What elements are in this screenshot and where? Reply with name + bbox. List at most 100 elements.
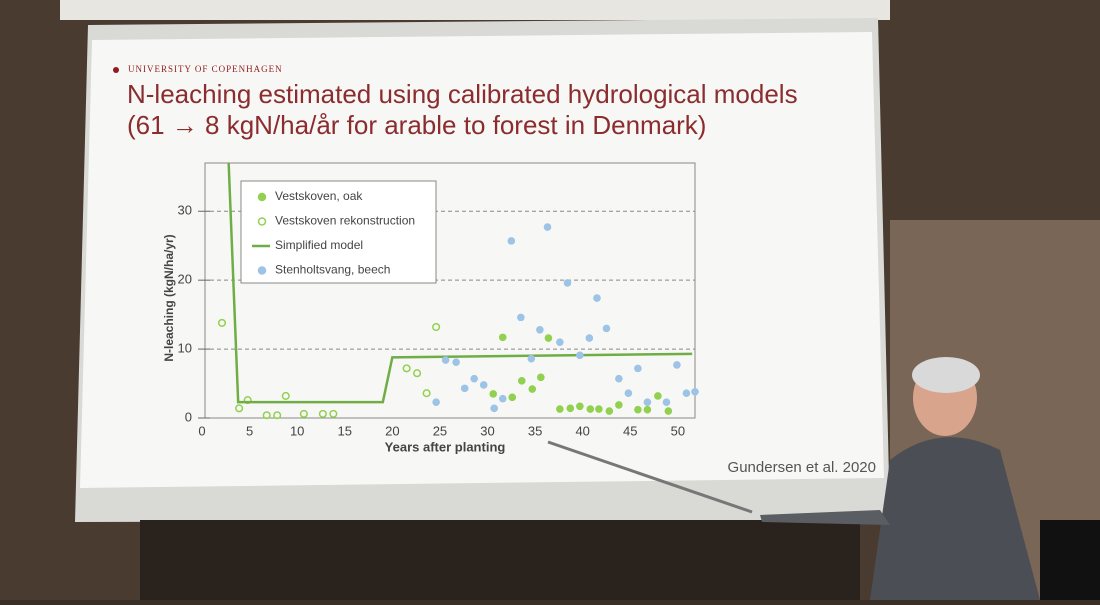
data-point	[654, 392, 662, 400]
data-point	[634, 405, 642, 414]
x-axis-label: Years after planting	[385, 439, 506, 454]
stage	[140, 520, 860, 600]
y-tick-label: 20	[178, 272, 192, 287]
legend-label: Simplified model	[275, 238, 363, 252]
person-arm	[760, 510, 890, 525]
data-point	[517, 313, 525, 322]
data-point	[593, 294, 601, 302]
y-axis-label: N-leaching (kgN/ha/yr)	[162, 234, 176, 361]
x-tick-label: 35	[528, 423, 542, 438]
data-point	[217, 318, 227, 327]
data-point	[432, 398, 440, 406]
data-point	[586, 405, 595, 413]
data-point	[470, 374, 478, 383]
monitor	[1040, 520, 1100, 600]
data-point	[281, 391, 290, 400]
x-tick-label: 15	[338, 423, 352, 438]
data-point	[556, 338, 564, 346]
data-point	[615, 374, 623, 383]
slide-title: (61 → 8 kgN/ha/år for arable to forest i…	[127, 110, 706, 140]
data-point	[262, 411, 271, 420]
data-point	[563, 279, 572, 287]
data-point	[566, 404, 575, 413]
data-point	[498, 394, 507, 403]
data-point	[544, 334, 553, 342]
data-point	[605, 407, 614, 415]
legend-label: Vestskoven, oak	[275, 189, 363, 203]
data-point	[556, 405, 564, 413]
x-tick-label: 40	[575, 423, 589, 438]
logo	[113, 67, 119, 73]
x-tick-label: 25	[433, 423, 447, 438]
data-point	[517, 376, 526, 385]
data-point	[536, 325, 544, 334]
data-point	[460, 384, 469, 393]
data-point	[235, 404, 244, 413]
screen-housing	[60, 0, 890, 20]
data-point	[615, 401, 623, 409]
slide-title: N-leaching estimated using calibrated hy…	[127, 79, 798, 109]
data-point	[498, 333, 507, 342]
data-point	[527, 354, 536, 363]
data-point	[402, 364, 411, 373]
data-point	[576, 351, 584, 360]
data-point	[273, 411, 282, 420]
data-point	[507, 237, 516, 245]
data-point	[508, 393, 517, 402]
data-point	[318, 409, 327, 418]
data-point	[479, 381, 488, 389]
data-point	[490, 404, 498, 413]
x-tick-label: 10	[290, 423, 304, 438]
person-body	[870, 437, 1040, 600]
data-point	[691, 388, 699, 396]
data-point	[664, 407, 673, 415]
data-point	[422, 389, 431, 398]
data-point	[489, 390, 498, 398]
data-point	[441, 356, 450, 364]
x-tick-label: 20	[385, 423, 399, 438]
data-point	[673, 361, 681, 369]
data-point	[537, 373, 545, 382]
data-point	[634, 364, 642, 373]
y-tick-label: 10	[178, 341, 192, 356]
x-tick-label: 30	[480, 423, 494, 438]
slide	[80, 32, 884, 488]
citation: Gundersen et al. 2020	[728, 459, 876, 476]
data-point	[576, 402, 584, 411]
data-point	[528, 385, 537, 393]
data-point	[299, 409, 308, 418]
plot-area	[204, 162, 696, 419]
data-point	[452, 358, 460, 366]
data-point	[432, 322, 441, 332]
data-point	[643, 405, 652, 414]
model-line	[227, 162, 693, 404]
legend-swatch	[257, 266, 267, 275]
data-point	[602, 324, 611, 333]
chart: 0 10 20 30 0 5 10 15 20 25 30 35 40 45 50 Years after p…	[162, 162, 699, 454]
pointer-stick	[547, 440, 753, 514]
legend-label: Stenholtsvang, beech	[275, 263, 390, 277]
data-point	[662, 398, 671, 406]
data-point	[413, 369, 422, 378]
data-point	[329, 409, 338, 418]
data-point	[543, 223, 552, 231]
x-tick-label: 5	[246, 423, 253, 438]
y-tick-label: 30	[178, 203, 192, 218]
university-header: UNIVERSITY OF COPENHAGEN	[128, 64, 283, 74]
data-point	[595, 405, 603, 413]
legend-swatch	[257, 192, 267, 202]
x-tick-label: 50	[671, 423, 685, 438]
legend-swatch	[257, 217, 267, 226]
legend-label: Vestskoven rekonstruction	[275, 214, 415, 228]
y-tick-label: 0	[185, 409, 192, 424]
data-point	[585, 334, 594, 342]
legend-box	[240, 180, 437, 284]
x-tick-label: 0	[198, 423, 205, 438]
data-point	[643, 398, 652, 406]
data-point	[682, 389, 691, 397]
person-hair	[912, 357, 980, 393]
x-tick-label: 45	[623, 423, 637, 438]
data-point	[624, 389, 633, 397]
